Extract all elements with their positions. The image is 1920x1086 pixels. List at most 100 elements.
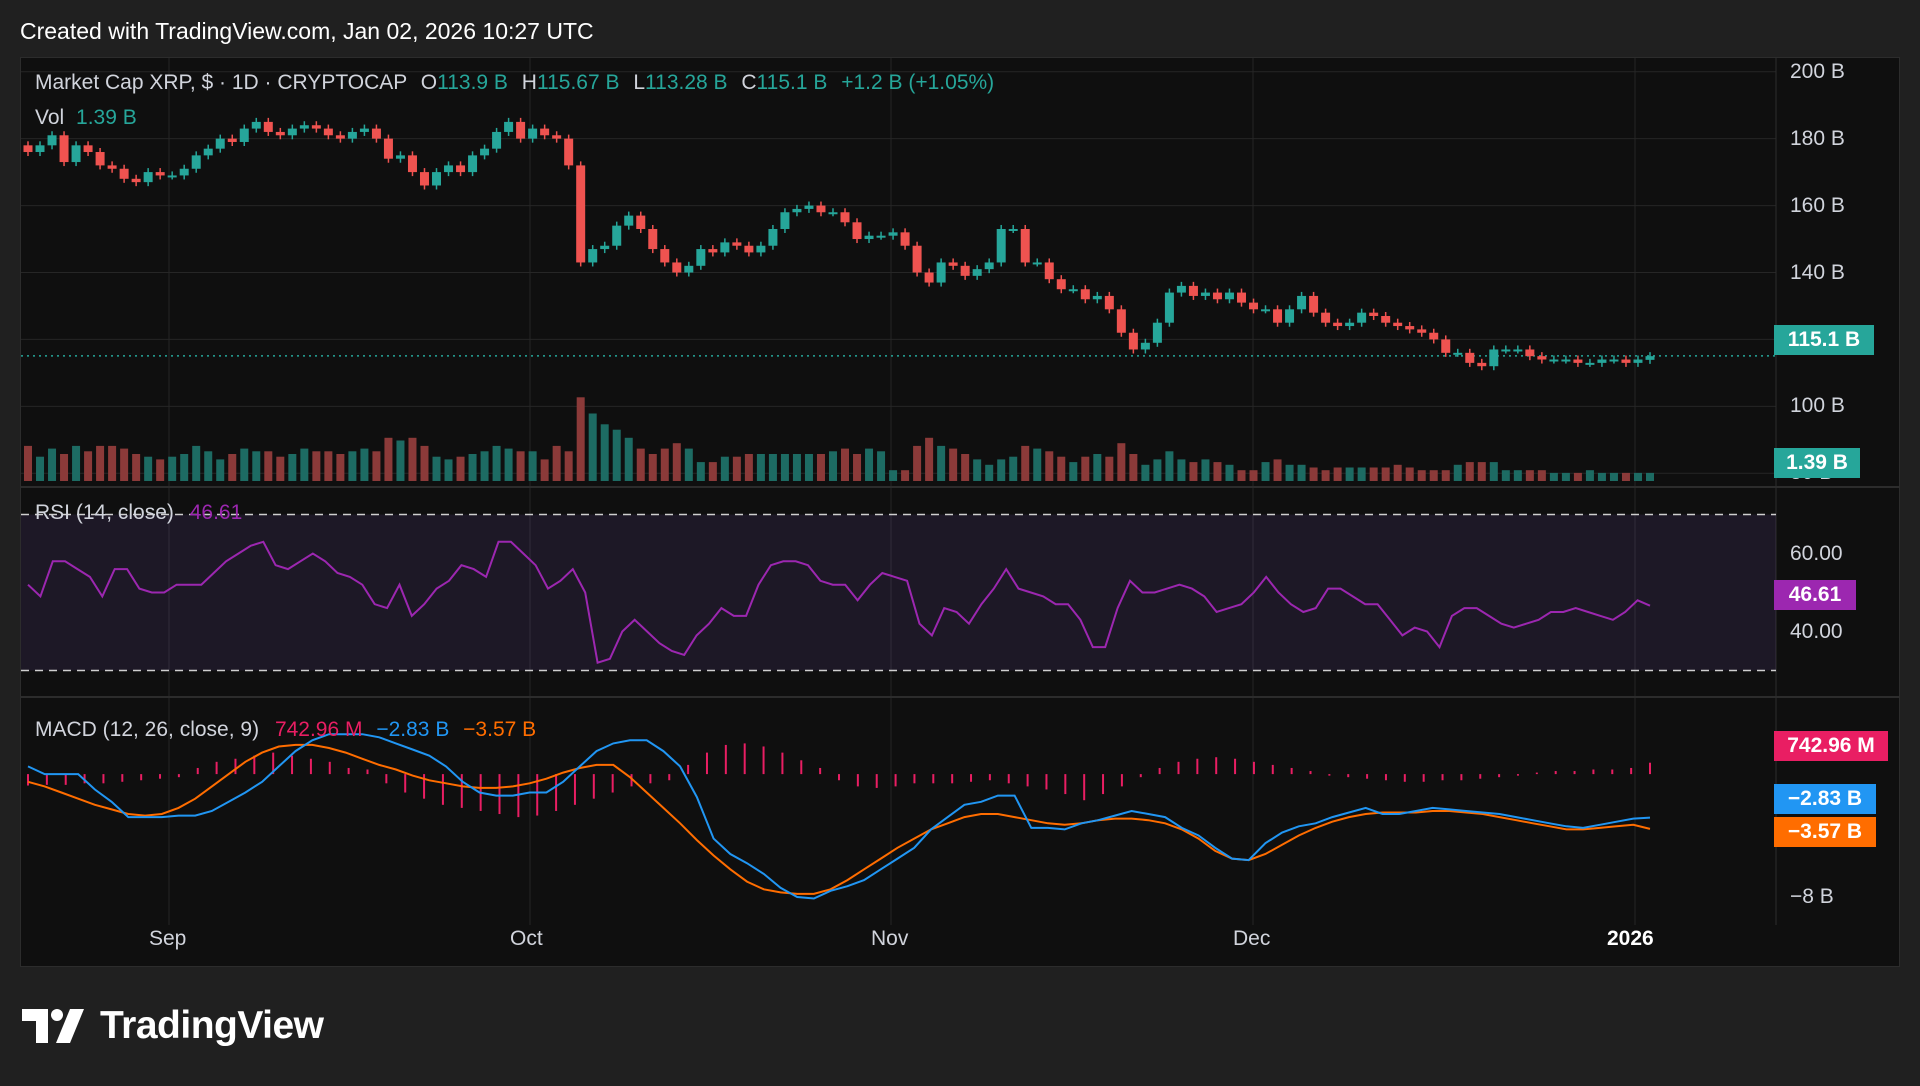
volume-bar [384, 437, 393, 481]
volume-bar [1177, 459, 1186, 481]
volume-bar [720, 456, 729, 481]
volume-bar [552, 445, 561, 481]
volume-bar [636, 448, 645, 481]
volume-legend: Vol 1.39 B [35, 105, 137, 131]
volume-bar [288, 454, 297, 481]
candle-body [1008, 228, 1018, 231]
volume-bar [1309, 467, 1318, 481]
candle-body [1453, 352, 1463, 355]
volume-bar [672, 443, 681, 481]
symbol-label[interactable]: Market Cap XRP, $ · 1D · CRYPTOCAP [35, 71, 407, 94]
volume-bar [1201, 459, 1210, 481]
high-label: H [521, 71, 537, 94]
candle-body [179, 168, 189, 176]
candle-body [792, 208, 802, 213]
candle-body [1381, 316, 1391, 323]
rsi-axis-label: 40.00 [1790, 619, 1843, 643]
candle-body [432, 172, 442, 186]
volume-bar [792, 454, 801, 481]
candle-body [1212, 292, 1222, 300]
candle-body [696, 249, 706, 266]
candle-body [576, 165, 586, 263]
candle-body [480, 148, 490, 156]
candle-body [840, 212, 850, 223]
volume-bar [732, 456, 741, 481]
chart-frame[interactable] [20, 57, 1900, 967]
candle-body [900, 232, 910, 246]
volume-bar [708, 462, 717, 481]
volume-bar [24, 445, 32, 481]
volume-bar [1441, 470, 1450, 481]
volume-bar [1321, 470, 1330, 481]
volume-bar [660, 448, 669, 481]
candle-body [83, 145, 93, 153]
header-caption: Created with TradingView.com, Jan 02, 20… [20, 18, 594, 44]
volume-bar [348, 451, 357, 481]
volume-bar [780, 454, 789, 481]
time-axis-label: Sep [149, 927, 187, 950]
volume-bar [913, 445, 922, 481]
volume-bar [240, 448, 249, 481]
tradingview-logo[interactable]: TradingView [22, 998, 324, 1054]
macd-hist-value: 742.96 M [274, 718, 363, 741]
volume-bar [1429, 470, 1438, 481]
candle-body [1501, 349, 1511, 352]
volume-bar [396, 440, 405, 481]
volume-bar [877, 451, 886, 481]
candle-body [215, 138, 225, 149]
candle-body [1297, 295, 1307, 310]
volume-bar [1057, 456, 1066, 481]
macd-signal-tag: −3.57 B [1774, 817, 1876, 847]
candle-body [323, 128, 333, 136]
candle-body [1068, 289, 1078, 292]
volume-bar [1621, 472, 1630, 481]
volume-bar [36, 456, 45, 481]
candle-body [1188, 285, 1198, 296]
candle-body [1164, 292, 1174, 323]
macd-line-value: −2.83 B [376, 718, 450, 741]
candle-body [564, 138, 574, 166]
candle-body [1417, 329, 1427, 333]
candle-body [660, 249, 670, 263]
volume-bar [60, 454, 69, 481]
candle-body [444, 165, 454, 173]
candle-body [1489, 349, 1499, 367]
volume-bar [516, 451, 525, 481]
candle-body [912, 245, 922, 273]
volume-bar [276, 456, 285, 481]
candle-body [588, 249, 598, 263]
volume-bar [889, 470, 898, 481]
candle-body [143, 172, 153, 183]
candle-body [59, 135, 69, 163]
candles [23, 117, 1655, 371]
volume-bar [1045, 451, 1054, 481]
candle-body [275, 131, 285, 136]
macd-line-tag: −2.83 B [1774, 784, 1876, 814]
price-axis-label: 200 B [1790, 59, 1845, 83]
volume-bar [816, 454, 825, 481]
rsi-label[interactable]: RSI (14, close) [35, 501, 174, 524]
volume-label[interactable]: Vol [35, 106, 65, 129]
macd-hist-tag: 742.96 M [1774, 731, 1888, 761]
volume-bar [72, 445, 81, 481]
candle-body [1369, 312, 1379, 317]
volume-bar [600, 424, 609, 481]
candle-body [972, 269, 982, 276]
volume-bar [264, 451, 273, 481]
candle-body [1116, 309, 1126, 333]
volume-bar [1153, 459, 1162, 481]
macd-legend: MACD (12, 26, close, 9) 742.96 M −2.83 B… [35, 717, 536, 743]
candle-body [516, 121, 526, 139]
volume-tag: 1.39 B [1774, 448, 1860, 478]
volume-bar [1141, 464, 1150, 481]
candle-body [335, 135, 345, 139]
candle-body [251, 121, 261, 129]
volume-bar [468, 454, 477, 481]
volume-bar [1285, 464, 1294, 481]
volume-bar [937, 445, 946, 481]
low-label: L [633, 71, 646, 94]
volume-bar [432, 456, 441, 481]
macd-label[interactable]: MACD (12, 26, close, 9) [35, 718, 260, 741]
price-axis-label: 180 B [1790, 126, 1845, 150]
